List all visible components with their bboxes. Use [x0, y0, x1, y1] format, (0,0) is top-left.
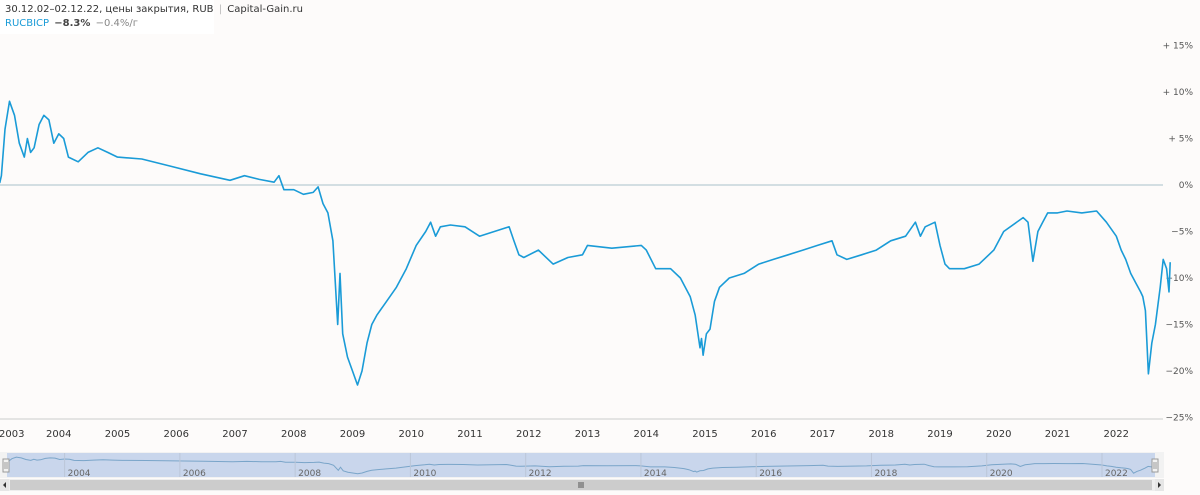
x-tick-label: 2006 — [164, 429, 189, 440]
x-tick-label: 2021 — [1045, 429, 1070, 440]
chart-header: 30.12.02–02.12.22, цены закрытия, RUB | … — [0, 0, 303, 34]
header-info-line: 30.12.02–02.12.22, цены закрытия, RUB | … — [5, 4, 303, 15]
y-tick-label: −15% — [1165, 321, 1193, 331]
x-tick-label: 2019 — [927, 429, 952, 440]
scrollbar[interactable] — [0, 479, 1164, 491]
scroll-right-arrow-icon[interactable] — [1155, 479, 1164, 491]
series-ticker: RUCBICP — [5, 18, 50, 29]
y-tick-label: −20% — [1165, 367, 1193, 377]
y-tick-label: −25% — [1165, 414, 1193, 424]
y-tick-label: + 15% — [1163, 42, 1194, 52]
x-axis: 2003 2004 2005 2006 2007 2008 2009 2010 2011 2012… — [0, 418, 1163, 440]
x-tick-label: 2018 — [869, 429, 894, 440]
navigator-tick-label: 2006 — [183, 469, 206, 479]
navigator-tick-label: 2008 — [298, 469, 321, 479]
x-tick-label: 2007 — [222, 429, 247, 440]
header-period-label: 30.12.02–02.12.22, цены закрытия, RUB — [5, 4, 214, 15]
navigator-tick-label: 2018 — [874, 469, 897, 479]
y-tick-label: −10% — [1165, 274, 1193, 284]
series-line — [0, 100, 1171, 386]
x-tick-label: 2016 — [751, 429, 776, 440]
x-tick-label: 2013 — [575, 429, 600, 440]
navigator-tick-label: 2022 — [1105, 469, 1128, 479]
navigator[interactable]: 2004 2006 2008 2010 2012 2014 2016 2018 2020 2022 — [0, 452, 1164, 491]
scroll-left-arrow-icon[interactable] — [0, 479, 9, 491]
y-tick-label: + 10% — [1163, 88, 1194, 98]
navigator-tick-label: 2004 — [68, 469, 91, 479]
x-tick-label: 2003 — [0, 429, 24, 440]
navigator-tick-label: 2014 — [644, 469, 667, 479]
navigator-tick-label: 2016 — [759, 469, 782, 479]
x-tick-label: 2004 — [46, 429, 71, 440]
y-tick-label: 0% — [1179, 181, 1194, 191]
y-tick-label: −5% — [1171, 228, 1193, 238]
navigator-left-handle[interactable] — [2, 458, 10, 473]
x-tick-label: 2022 — [1104, 429, 1129, 440]
navigator-selection[interactable] — [7, 453, 1155, 477]
header-source-label: Capital-Gain.ru — [227, 4, 303, 15]
navigator-tick-label: 2020 — [990, 469, 1013, 479]
x-tick-label: 2011 — [457, 429, 482, 440]
x-tick-label: 2009 — [340, 429, 365, 440]
navigator-tick-label: 2012 — [529, 469, 552, 479]
y-tick-label: + 5% — [1168, 135, 1193, 145]
series-change: −8.3% — [54, 18, 91, 29]
header-separator: | — [218, 4, 223, 15]
x-tick-label: 2008 — [281, 429, 306, 440]
x-tick-label: 2015 — [692, 429, 717, 440]
navigator-series-line — [6, 456, 1156, 475]
series-group — [0, 100, 1171, 386]
navigator-tick-label: 2010 — [413, 469, 436, 479]
x-tick-label: 2012 — [516, 429, 541, 440]
y-axis: + 15% + 10% + 5% 0% −5% −10% −15% −20% −25% — [1163, 42, 1194, 424]
x-tick-label: 2017 — [810, 429, 835, 440]
x-tick-label: 2010 — [399, 429, 424, 440]
header-series-line: RUCBICP −8.3% −0.4%/г — [5, 18, 138, 29]
x-tick-label: 2005 — [105, 429, 130, 440]
x-tick-label: 2020 — [986, 429, 1011, 440]
series-annual: −0.4%/г — [95, 18, 138, 29]
x-tick-label: 2014 — [634, 429, 659, 440]
navigator-right-handle[interactable] — [1151, 458, 1159, 473]
